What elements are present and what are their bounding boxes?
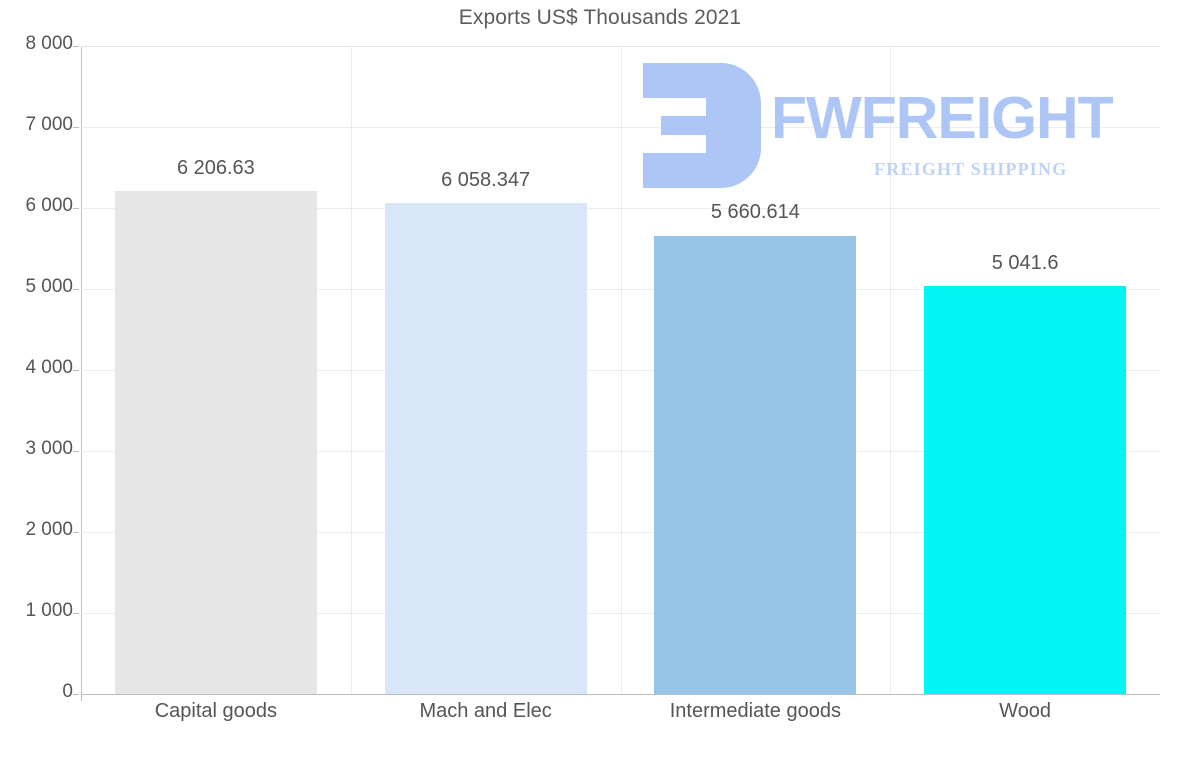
y-axis-tick-mark [73, 370, 79, 371]
y-axis-tick-mark [73, 451, 79, 452]
y-axis-tick-mark [73, 127, 79, 128]
y-axis-tick-label: 0 [62, 681, 73, 702]
bar-value-label: 6 206.63 [176, 157, 255, 180]
gridline-vertical [621, 46, 622, 694]
y-axis-line [81, 46, 82, 701]
y-axis-tick-mark [73, 694, 79, 695]
y-axis-tick-label: 4 000 [25, 357, 73, 378]
y-axis-tick-label: 1 000 [25, 600, 73, 621]
y-axis-tick-mark [73, 613, 79, 614]
bar[interactable] [384, 203, 587, 694]
gridline-horizontal [81, 46, 1160, 47]
bar-value-label: 6 058.347 [441, 169, 531, 192]
x-axis-category-label: Intermediate goods [669, 700, 841, 722]
x-axis-category-label: Capital goods [154, 700, 278, 722]
plot-area: 6 206.63 6 058.347 5 660.614 5 041.6 [81, 46, 1160, 695]
y-axis-tick-label: 6 000 [25, 195, 73, 216]
y-axis-tick-label: 7 000 [25, 114, 73, 135]
gridline-horizontal [81, 451, 1160, 452]
y-axis-tick-mark [73, 208, 79, 209]
gridline-horizontal [81, 694, 1160, 695]
y-axis-tick-label: 2 000 [25, 519, 73, 540]
y-axis-tick-mark [73, 532, 79, 533]
y-axis-tick-mark [73, 289, 79, 290]
x-axis-category-label: Wood [999, 700, 1052, 722]
gridline-horizontal [81, 532, 1160, 533]
y-axis-tick-mark [73, 46, 79, 47]
gridline-horizontal [81, 613, 1160, 614]
y-axis-tick-label: 8 000 [25, 33, 73, 54]
gridline-horizontal [81, 370, 1160, 371]
chart-title: Exports US$ Thousands 2021 [458, 6, 742, 29]
x-axis-category-label: Mach and Elec [419, 700, 552, 722]
y-axis-tick-label: 3 000 [25, 438, 73, 459]
bar-value-label: 5 660.614 [710, 201, 800, 224]
bar[interactable] [654, 235, 857, 694]
gridline-horizontal [81, 208, 1160, 209]
gridline-horizontal [81, 289, 1160, 290]
bar[interactable] [114, 191, 317, 694]
bar[interactable] [924, 285, 1127, 694]
gridline-vertical [890, 46, 891, 694]
x-axis: Capital goods Mach and Elec Intermediate g… [81, 700, 1160, 740]
y-axis-tick-label: 5 000 [25, 276, 73, 297]
gridline-horizontal [81, 127, 1160, 128]
bar-value-label: 5 041.6 [991, 251, 1059, 274]
gridline-vertical [351, 46, 352, 694]
y-axis: 8 000 7 000 6 000 5 000 4 000 3 000 2 000 1 000… [0, 33, 79, 702]
